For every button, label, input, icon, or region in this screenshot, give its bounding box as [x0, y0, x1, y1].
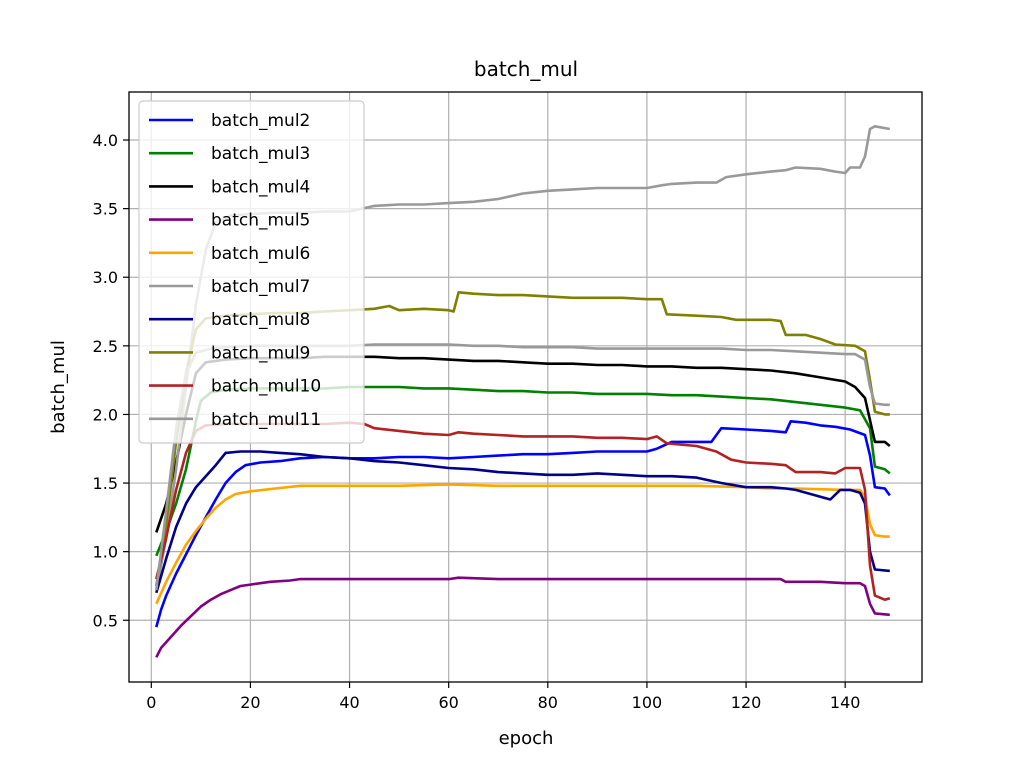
plot-frame	[128, 91, 923, 683]
legend: batch_mul2 batch_mul3 batch_mul4 batch_mul5…	[138, 100, 365, 444]
legend-label: batch_mul4	[211, 177, 310, 197]
legend-label: batch_mul10	[211, 377, 321, 397]
y-tick-label: 3.5	[93, 200, 118, 219]
x-tick-label: 20	[240, 693, 260, 712]
y-tick-label: 2.5	[93, 337, 118, 356]
x-tick-label: 60	[438, 693, 458, 712]
chart-title: batch_mul	[474, 57, 578, 81]
y-tick-label: 0.5	[93, 611, 118, 630]
x-tick-label: 40	[339, 693, 359, 712]
legend-label: batch_mul6	[211, 244, 310, 264]
y-axis-label: batch_mul	[48, 340, 69, 434]
x-tick-label: 120	[731, 693, 762, 712]
legend-label: batch_mul9	[211, 343, 310, 363]
legend-label: batch_mul5	[211, 211, 310, 231]
y-tick-label: 4.0	[93, 131, 118, 150]
y-tick-label: 2.0	[93, 405, 118, 424]
x-tick-label: 100	[632, 693, 663, 712]
x-tick-label: 0	[146, 693, 156, 712]
legend-label: batch_mul8	[211, 310, 310, 330]
legend-label: batch_mul7	[211, 277, 310, 297]
x-axis-label: epoch	[499, 728, 554, 749]
x-tick-label: 140	[830, 693, 861, 712]
legend-label: batch_mul2	[211, 111, 310, 131]
y-tick-label: 1.5	[93, 474, 118, 493]
series-line-batch-mul2	[155, 419, 891, 628]
series-line-batch-mul5	[155, 576, 890, 658]
legend-label: batch_mul11	[211, 410, 321, 430]
y-tick-label: 1.0	[93, 543, 118, 562]
x-tick-label: 80	[538, 693, 558, 712]
series-line-batch-mul6	[155, 483, 890, 605]
axes: 0 20 40 60 80 100 120 140 0.5 1.0 1.5 2.0 2.5 3.0 3.5 4…	[93, 131, 861, 712]
legend-label: batch_mul3	[211, 144, 310, 164]
series-line-batch-mul8	[155, 450, 890, 594]
y-tick-label: 3.0	[93, 268, 118, 287]
legend-box	[138, 100, 365, 444]
